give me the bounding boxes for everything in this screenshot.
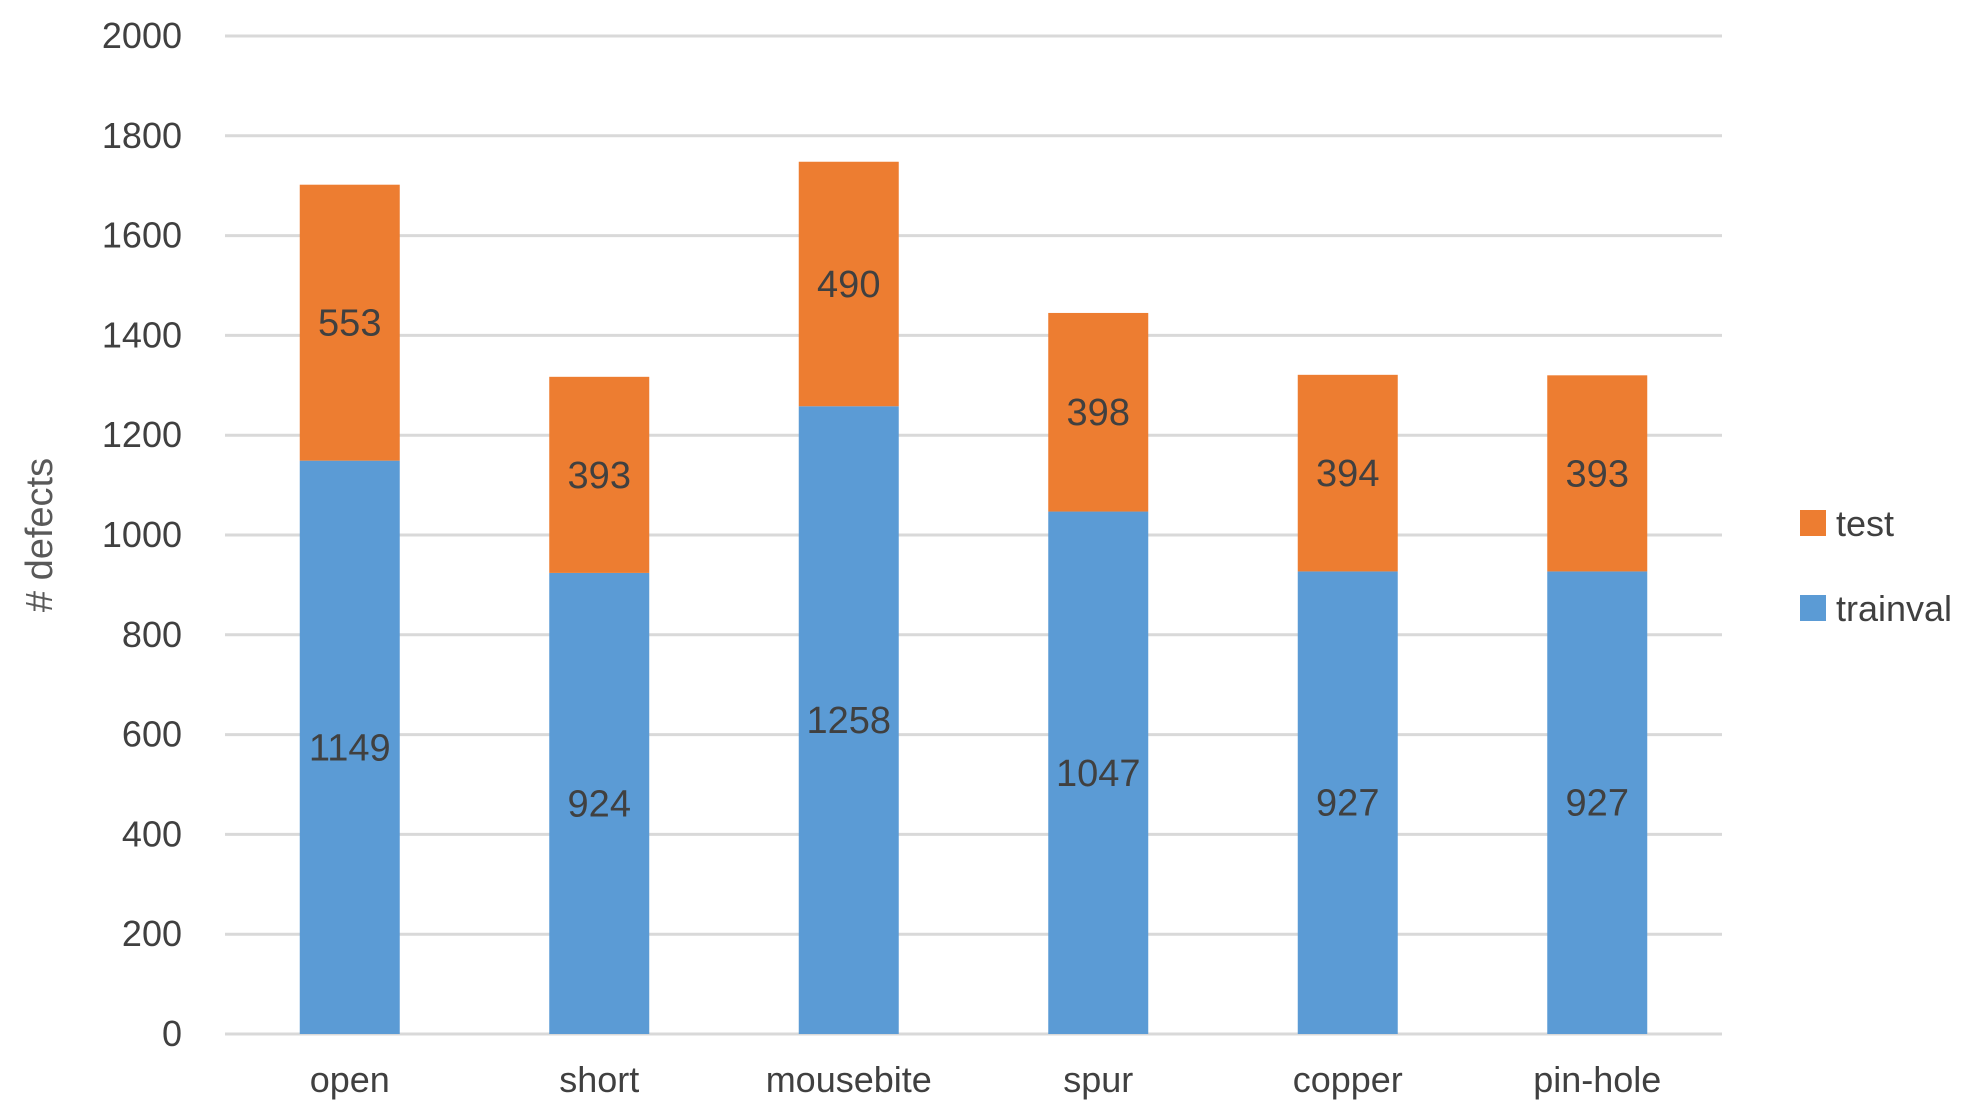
data-label-test-mousebite: 490 — [817, 264, 880, 306]
y-tick-label: 400 — [122, 813, 182, 854]
data-labels: 1149 553 924 393 1258 490 1047 398 927 394 927 393 — [309, 264, 1629, 825]
legend-swatch-trainval — [1800, 595, 1826, 621]
y-tick-label: 1000 — [102, 514, 182, 555]
bar-trainval-short — [549, 572, 650, 1034]
x-tick-label-spur: spur — [1063, 1059, 1133, 1100]
y-tick-label: 1200 — [102, 414, 182, 455]
y-tick-label: 600 — [122, 714, 182, 755]
data-label-trainval-mousebite: 1258 — [806, 700, 891, 742]
bar-trainval-open — [299, 460, 400, 1034]
gridlines — [225, 34, 1722, 1036]
data-label-trainval-spur: 1047 — [1056, 753, 1141, 795]
y-tick-label: 2000 — [102, 15, 182, 56]
bar-test-open — [299, 184, 400, 461]
y-tick-label: 1400 — [102, 314, 182, 355]
y-tick-label: 1800 — [102, 115, 182, 156]
bars — [299, 161, 1648, 1034]
bar-trainval-spur — [1048, 511, 1149, 1034]
bar-test-mousebite — [798, 161, 899, 407]
bar-test-pin-hole — [1547, 375, 1648, 572]
bar-test-copper — [1297, 374, 1398, 572]
data-label-test-copper: 394 — [1316, 453, 1379, 495]
data-label-trainval-short: 924 — [568, 783, 631, 825]
y-tick-label: 200 — [122, 913, 182, 954]
y-tick-labels: 0 200 400 600 800 1000 1200 1400 1600 1800 2000 — [102, 15, 182, 1054]
legend-swatch-test — [1800, 510, 1826, 536]
data-label-test-pin-hole: 393 — [1566, 453, 1629, 495]
data-label-trainval-copper: 927 — [1316, 783, 1379, 825]
bar-trainval-mousebite — [798, 406, 899, 1034]
data-label-test-short: 393 — [568, 455, 631, 497]
x-tick-label-pin-hole: pin-hole — [1533, 1059, 1661, 1100]
x-tick-labels: open short mousebite spur copper pin-hole — [310, 1059, 1662, 1100]
data-label-trainval-pin-hole: 927 — [1566, 783, 1629, 825]
x-tick-label-open: open — [310, 1059, 390, 1100]
x-tick-label-short: short — [559, 1059, 639, 1100]
bar-trainval-copper — [1297, 571, 1398, 1034]
x-tick-label-mousebite: mousebite — [766, 1059, 932, 1100]
data-label-trainval-open: 1149 — [309, 727, 391, 769]
bar-test-spur — [1048, 312, 1149, 512]
y-axis-title: # defects — [19, 458, 61, 612]
bar-test-short — [549, 376, 650, 573]
x-tick-label-copper: copper — [1293, 1059, 1403, 1100]
y-tick-label: 1600 — [102, 215, 182, 256]
legend-label-test: test — [1836, 503, 1894, 544]
bar-trainval-pin-hole — [1547, 571, 1648, 1034]
data-label-test-open: 553 — [318, 303, 381, 345]
legend-label-trainval: trainval — [1836, 588, 1952, 629]
y-tick-label: 0 — [162, 1013, 182, 1054]
legend: test trainval — [1800, 503, 1952, 629]
data-label-test-spur: 398 — [1067, 392, 1130, 434]
y-tick-label: 800 — [122, 614, 182, 655]
